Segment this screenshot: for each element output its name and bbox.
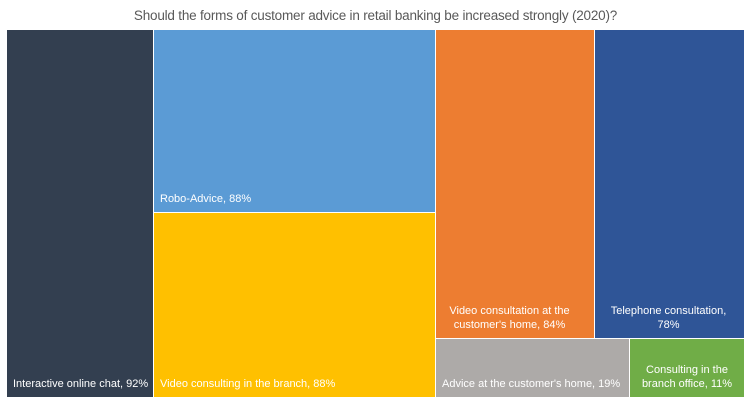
chart-title: Should the forms of customer advice in r… <box>133 8 618 23</box>
tile-consulting-branch-office: Consulting in the branch office, 11% <box>630 339 744 397</box>
tile-label: Consulting in the branch office, 11% <box>641 364 733 390</box>
tile-label: Video consultation at the customer's hom… <box>449 305 570 331</box>
tile-label: Interactive online chat, 92% <box>13 378 149 390</box>
tile-telephone-consultation: Telephone consultation, 78% <box>595 30 744 339</box>
tile-label: Video consulting in the branch, 88% <box>160 378 336 390</box>
tile-label: Advice at the customer's home, 19% <box>442 378 621 390</box>
tile-video-consulting-branch: Video consulting in the branch, 88% <box>154 213 436 397</box>
tile-video-consultation-home: Video consultation at the customer's hom… <box>436 30 595 339</box>
tile-advice-customer-home: Advice at the customer's home, 19% <box>436 339 630 397</box>
tile-robo-advice: Robo-Advice, 88% <box>154 30 436 213</box>
tile-label: Robo-Advice, 88% <box>160 193 252 205</box>
tile-interactive-online-chat: Interactive online chat, 92% <box>7 30 154 397</box>
tile-label: Telephone consultation, 78% <box>610 305 727 331</box>
